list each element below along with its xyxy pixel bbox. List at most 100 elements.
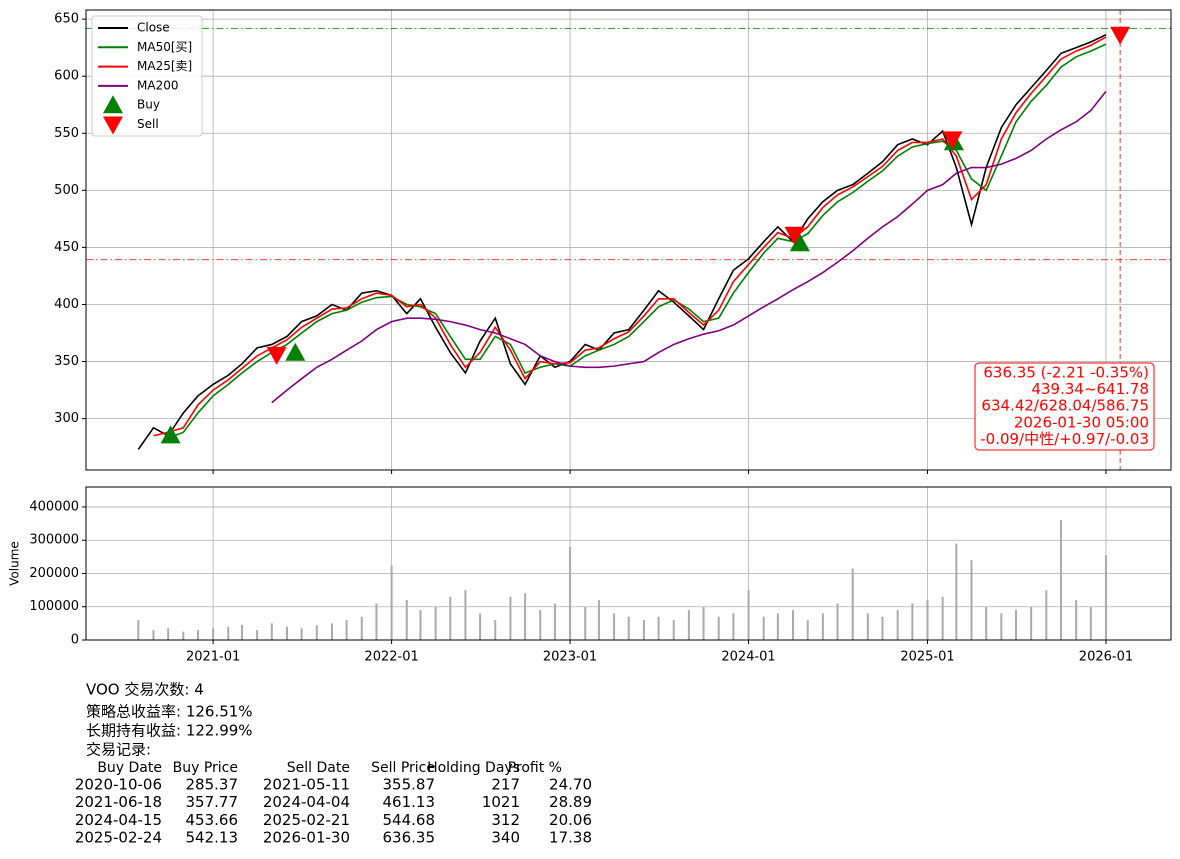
volume-bar: [1075, 600, 1078, 640]
y-tick-label: 350: [54, 354, 79, 369]
table-cell: 20.06: [549, 811, 592, 829]
y-axis-label: Volume: [8, 541, 22, 586]
volume-bar: [836, 603, 839, 640]
series-line: [167, 43, 1107, 439]
table-cell: 357.77: [186, 793, 239, 811]
annotation-text: 636.35 (-2.21 -0.35%): [983, 364, 1149, 382]
volume-bar: [449, 596, 452, 640]
table-cell: 2021-06-18: [75, 793, 162, 811]
y-tick-label: 400: [54, 297, 79, 312]
annotation-text: 634.42/628.04/586.75: [981, 397, 1149, 415]
volume-bar: [702, 606, 705, 640]
volume-bar: [300, 628, 303, 640]
volume-bar: [732, 613, 735, 640]
volume-bar: [776, 613, 779, 640]
report-line: 策略总收益率: 126.51%: [86, 703, 253, 721]
table-header: Sell Price: [371, 760, 435, 776]
report-line: VOO 交易次数: 4: [86, 681, 204, 699]
volume-bar: [182, 631, 185, 640]
table-cell: 312: [491, 811, 520, 829]
volume-bar: [196, 630, 199, 640]
table-cell: 2020-10-06: [75, 776, 162, 794]
table-header: Sell Date: [287, 760, 350, 776]
volume-bar: [597, 600, 600, 640]
trade-marker: [266, 346, 287, 365]
table-cell: 2024-04-15: [75, 811, 162, 829]
volume-bar: [509, 596, 512, 640]
volume-bar: [152, 630, 155, 640]
volume-bar: [375, 603, 378, 640]
volume-bar: [687, 610, 690, 640]
table-cell: 2025-02-24: [75, 829, 162, 847]
volume-bar: [672, 620, 675, 640]
table-cell: 1021: [482, 793, 520, 811]
table-cell: 453.66: [186, 811, 239, 829]
annotation-box: [974, 362, 1155, 451]
volume-bar: [1045, 590, 1048, 640]
volume-bar: [955, 543, 958, 640]
trade-marker: [784, 226, 805, 245]
volume-bar: [405, 600, 408, 640]
volume-bar: [330, 623, 333, 640]
volume-bar: [762, 616, 765, 640]
table-header: Buy Price: [173, 760, 238, 776]
y-tick-label: 600: [54, 69, 79, 84]
volume-bar: [464, 590, 467, 640]
trade-marker: [789, 233, 810, 252]
volume-bar: [584, 606, 587, 640]
legend-icon: [103, 95, 123, 114]
volume-bar: [642, 620, 645, 640]
volume-bar: [717, 616, 720, 640]
volume-bar: [569, 546, 572, 640]
axes-frame: [85, 486, 1172, 641]
series-line: [137, 33, 1107, 450]
y-tick-label: 450: [54, 240, 79, 255]
volume-bar: [881, 616, 884, 640]
report: VOO 交易次数: 4 策略总收益率: 126.51%长期持有收益: 122.99…: [75, 681, 592, 847]
trade-marker: [285, 342, 306, 361]
volume-bar: [390, 565, 393, 640]
table-cell: 28.89: [549, 793, 592, 811]
trade-marker: [1110, 26, 1131, 45]
volume-bar: [851, 568, 854, 640]
table-cell: 24.70: [549, 776, 592, 794]
volume-bar: [1059, 520, 1062, 640]
volume-bar: [553, 603, 556, 640]
table-cell: 461.13: [383, 793, 436, 811]
volume-bar: [270, 623, 273, 640]
series-line: [153, 36, 1107, 437]
volume-bar: [539, 610, 542, 640]
volume-bar: [285, 626, 288, 640]
y-tick-label: 100000: [29, 599, 79, 614]
y-tick-label: 300000: [29, 533, 79, 548]
volume-bar: [137, 620, 140, 640]
annotation-text: -0.09/中性/+0.97/-0.03: [980, 430, 1149, 448]
volume-bar: [866, 613, 869, 640]
x-tick-label: 2022-01: [364, 650, 418, 665]
volume-bar: [613, 613, 616, 640]
volume-bar: [926, 600, 929, 640]
volume-bar: [657, 616, 660, 640]
table-header: Buy Date: [97, 760, 162, 776]
volume-bar: [524, 593, 527, 640]
x-tick-label: 2024-01: [721, 650, 775, 665]
volume-bar: [985, 606, 988, 640]
report-line: 交易记录:: [86, 741, 151, 759]
volume-bar: [747, 590, 750, 640]
volume-bar: [167, 628, 170, 640]
table-cell: 2026-01-30: [263, 829, 350, 847]
table-cell: 2025-02-21: [263, 811, 350, 829]
volume-bar: [212, 628, 215, 640]
volume-bar: [911, 603, 914, 640]
table-cell: 542.13: [186, 829, 239, 847]
legend-box: [91, 15, 203, 137]
volume-bar: [434, 606, 437, 640]
y-tick-label: 300: [54, 411, 79, 426]
axes-frame: [85, 9, 1172, 471]
annotation-text: 2026-01-30 05:00: [1014, 413, 1149, 431]
legend-label: MA25[卖]: [137, 59, 192, 73]
volume-bar: [792, 610, 795, 640]
table-header: Profit %: [508, 760, 562, 776]
y-tick-label: 650: [54, 12, 79, 27]
y-tick-label: 400000: [29, 499, 79, 514]
